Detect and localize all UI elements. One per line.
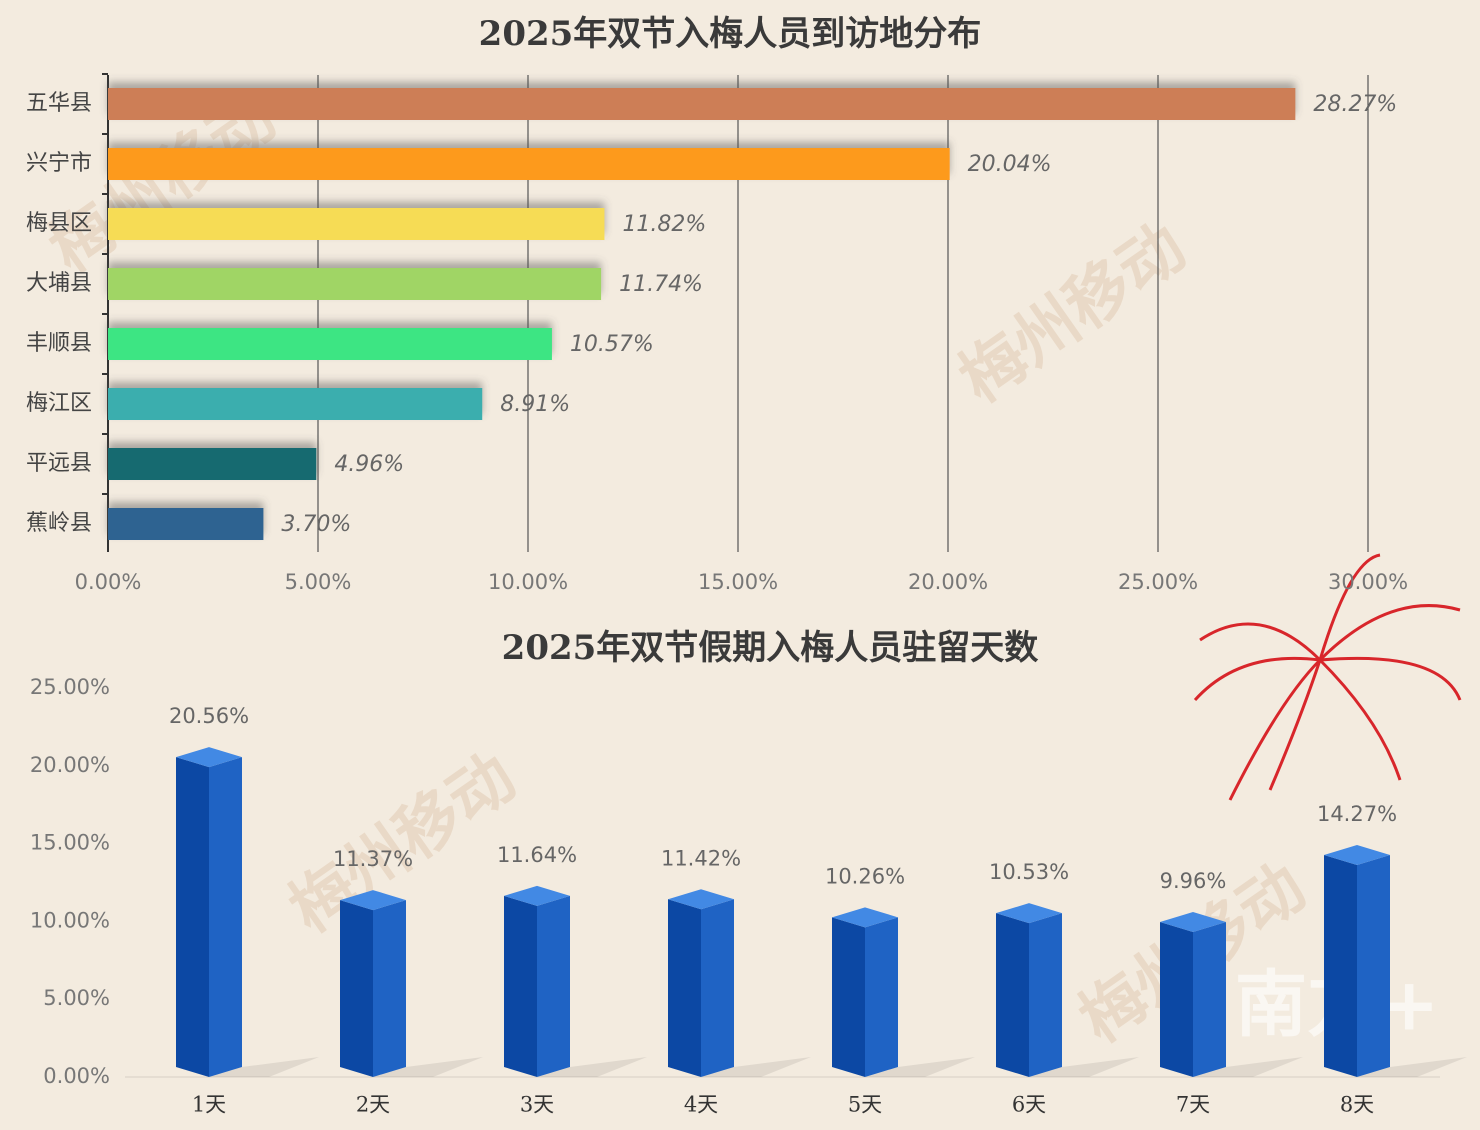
bar-top: [1324, 844, 1390, 865]
bar: [108, 328, 552, 360]
x-tick-label: 15.00%: [698, 570, 778, 594]
y-tick-label: 25.00%: [30, 675, 110, 699]
bar-top: [1160, 912, 1226, 933]
y-tick-label: 丰顺县: [26, 331, 92, 356]
value-label: 11.42%: [661, 846, 741, 870]
bar-top: [996, 903, 1062, 924]
value-label: 28.27%: [1313, 92, 1397, 117]
x-tick-label: 30.00%: [1328, 570, 1408, 594]
x-tick-label: 6天: [1012, 1093, 1046, 1117]
y-tick-label: 梅江区: [26, 391, 92, 416]
bar-shadow: [1357, 1057, 1467, 1077]
value-label: 11.64%: [497, 843, 577, 867]
chart-title: 2025年双节入梅人员到访地分布: [479, 14, 982, 54]
chart-days: 2025年双节假期入梅人员驻留天数 0.00% 5.00% 10.00% 15.00%…: [30, 628, 1467, 1117]
bar-top: [176, 747, 242, 768]
bar: [108, 448, 317, 480]
bar: [108, 388, 483, 420]
value-label: 10.57%: [570, 332, 654, 357]
value-label: 10.26%: [825, 864, 905, 888]
x-tick-label: 3天: [520, 1093, 554, 1117]
x-tick-label: 5.00%: [285, 570, 352, 594]
value-label: 20.56%: [169, 704, 249, 728]
bar-left: [504, 895, 537, 1077]
bar-shadow: [209, 1057, 319, 1077]
y-tick-label: 15.00%: [30, 831, 110, 855]
bar-top: [668, 889, 734, 910]
chart-title: 2025年双节假期入梅人员驻留天数: [502, 628, 1039, 668]
bar-right: [865, 917, 898, 1077]
bar-right: [537, 895, 570, 1077]
bar-left: [668, 899, 701, 1077]
bar-shadow: [537, 1057, 647, 1077]
value-label: 4.96%: [334, 452, 404, 477]
y-tick-label: 0.00%: [43, 1064, 110, 1088]
x-tick-label: 20.00%: [908, 570, 988, 594]
bar-left: [1324, 854, 1357, 1077]
x-tick-label: 5天: [848, 1093, 882, 1117]
x-tick-label: 25.00%: [1118, 570, 1198, 594]
bar: [108, 508, 264, 540]
x-tick-label: 8天: [1340, 1093, 1374, 1117]
value-label: 14.27%: [1317, 802, 1397, 826]
bar: [108, 88, 1296, 120]
y-tick-label: 10.00%: [30, 908, 110, 932]
bar-right: [1357, 854, 1390, 1077]
bar-left: [176, 757, 209, 1077]
y-tick-label: 五华县: [26, 91, 92, 116]
value-label: 8.91%: [500, 392, 570, 417]
bar: [108, 148, 950, 180]
x-tick-label: 4天: [684, 1093, 718, 1117]
bar-shadow: [865, 1057, 975, 1077]
bar: [108, 208, 605, 240]
bar-top: [832, 907, 898, 928]
y-tick-label: 大埔县: [26, 271, 92, 296]
fireworks: [1193, 553, 1462, 801]
value-label: 11.37%: [333, 847, 413, 871]
bar: [108, 268, 602, 300]
bar-right: [1193, 922, 1226, 1077]
bar-top: [340, 890, 406, 911]
bar-shadow: [373, 1057, 483, 1077]
x-tick-label: 10.00%: [488, 570, 568, 594]
value-label: 11.74%: [619, 272, 703, 297]
bar-left: [996, 913, 1029, 1077]
x-tick-label: 7天: [1176, 1093, 1210, 1117]
value-label: 9.96%: [1160, 869, 1227, 893]
bar-right: [701, 899, 734, 1077]
y-tick-label: 兴宁市: [26, 151, 92, 176]
bar-right: [1029, 913, 1062, 1077]
chart-visits: 2025年双节入梅人员到访地分布 0.00% 5.00% 10.00% 15.00% 2…: [26, 14, 1408, 594]
bar-shadow: [1029, 1057, 1139, 1077]
bar-top: [504, 885, 570, 906]
value-label: 10.53%: [989, 860, 1069, 884]
bar-shadow: [701, 1057, 811, 1077]
x-tick-label: 1天: [192, 1093, 226, 1117]
bar-right: [373, 900, 406, 1077]
value-label: 20.04%: [968, 152, 1052, 177]
x-tick-label: 2天: [356, 1093, 390, 1117]
y-tick-label: 20.00%: [30, 753, 110, 777]
bar-shadow: [1193, 1057, 1303, 1077]
y-tick-label: 蕉岭县: [26, 511, 92, 536]
y-tick-label: 平远县: [26, 451, 92, 476]
x-tick-label: 0.00%: [75, 570, 142, 594]
bar-left: [832, 917, 865, 1077]
bar-left: [340, 900, 373, 1077]
bar-left: [1160, 922, 1193, 1077]
y-tick-label: 5.00%: [43, 986, 110, 1010]
value-label: 11.82%: [622, 212, 706, 237]
value-label: 3.70%: [281, 512, 351, 537]
y-tick-label: 梅县区: [26, 211, 92, 236]
bar-right: [209, 757, 242, 1077]
